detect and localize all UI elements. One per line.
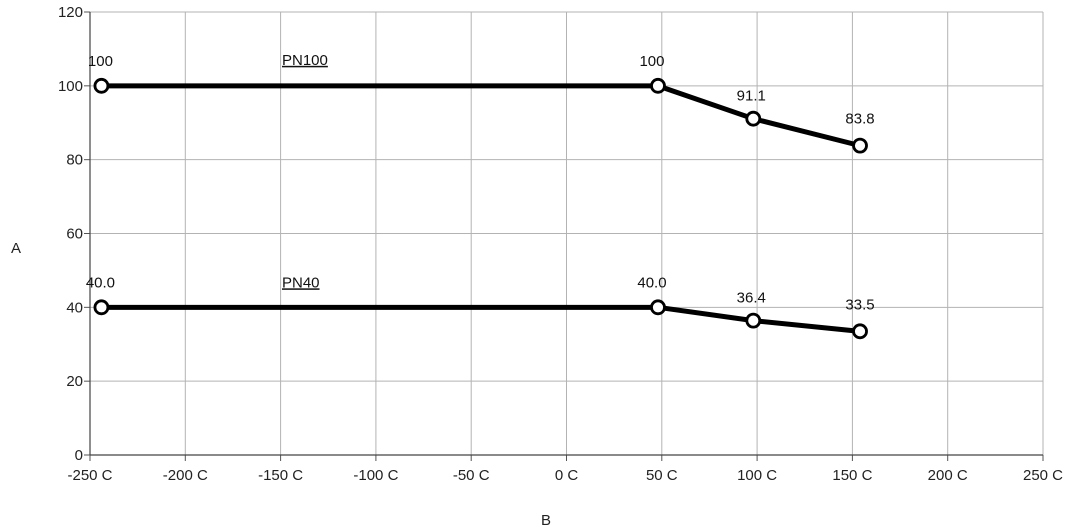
x-tick-label: 100 C <box>737 467 777 484</box>
data-point <box>93 77 110 94</box>
data-label: 33.5 <box>845 296 874 313</box>
y-tick-label: 40 <box>66 299 83 316</box>
y-axis-title: A <box>11 240 21 257</box>
data-label: 100 <box>639 53 664 70</box>
data-label: 91.1 <box>737 88 766 105</box>
series-points <box>93 77 868 340</box>
series-name-pn40: PN40 <box>282 274 320 291</box>
series-names: PN100 PN40 <box>282 52 328 292</box>
data-label: 40.0 <box>86 274 115 291</box>
x-axis-title: B <box>541 512 551 529</box>
x-tick-label: -100 C <box>353 467 398 484</box>
data-label: 36.4 <box>737 290 766 307</box>
x-tick-label: -50 C <box>453 467 490 484</box>
series-line-pn40 <box>98 304 863 334</box>
data-point <box>745 110 762 127</box>
x-tick-label: 0 C <box>555 467 579 484</box>
data-point <box>650 299 666 316</box>
x-tick-label: -200 C <box>163 467 208 484</box>
y-tick-label: 20 <box>66 373 83 390</box>
data-label: 40.0 <box>637 274 666 291</box>
series-lines <box>98 83 863 334</box>
y-tick-label: 120 <box>58 4 83 21</box>
x-tick-label: 250 C <box>1023 467 1063 484</box>
series-name-pn100: PN100 <box>282 52 328 69</box>
data-point <box>93 299 110 316</box>
y-tick-label: 0 <box>75 447 83 464</box>
x-tick-label: 150 C <box>832 467 872 484</box>
x-tick-labels: -250 C -200 C -150 C -100 C -50 C 0 C 50 C 100 … <box>67 467 1063 484</box>
x-tick-label: -150 C <box>258 467 303 484</box>
data-point <box>852 323 868 340</box>
axes <box>84 11 1044 461</box>
data-point <box>745 312 762 329</box>
grid <box>89 11 1044 456</box>
y-tick-label: 100 <box>58 78 83 95</box>
x-tick-label: -250 C <box>67 467 112 484</box>
data-point <box>650 77 666 94</box>
data-labels: 100 100 91.1 83.8 40.0 40.0 36.4 33.5 <box>86 53 875 313</box>
data-label: 100 <box>88 53 113 70</box>
y-tick-labels: 0 20 40 60 80 100 120 <box>58 4 83 464</box>
y-tick-label: 80 <box>66 152 83 169</box>
x-tick-label: 200 C <box>928 467 968 484</box>
x-tick-label: 50 C <box>646 467 678 484</box>
y-tick-label: 60 <box>66 226 83 243</box>
data-label: 83.8 <box>845 111 874 128</box>
data-point <box>852 137 868 154</box>
series-line-pn100 <box>98 83 863 149</box>
